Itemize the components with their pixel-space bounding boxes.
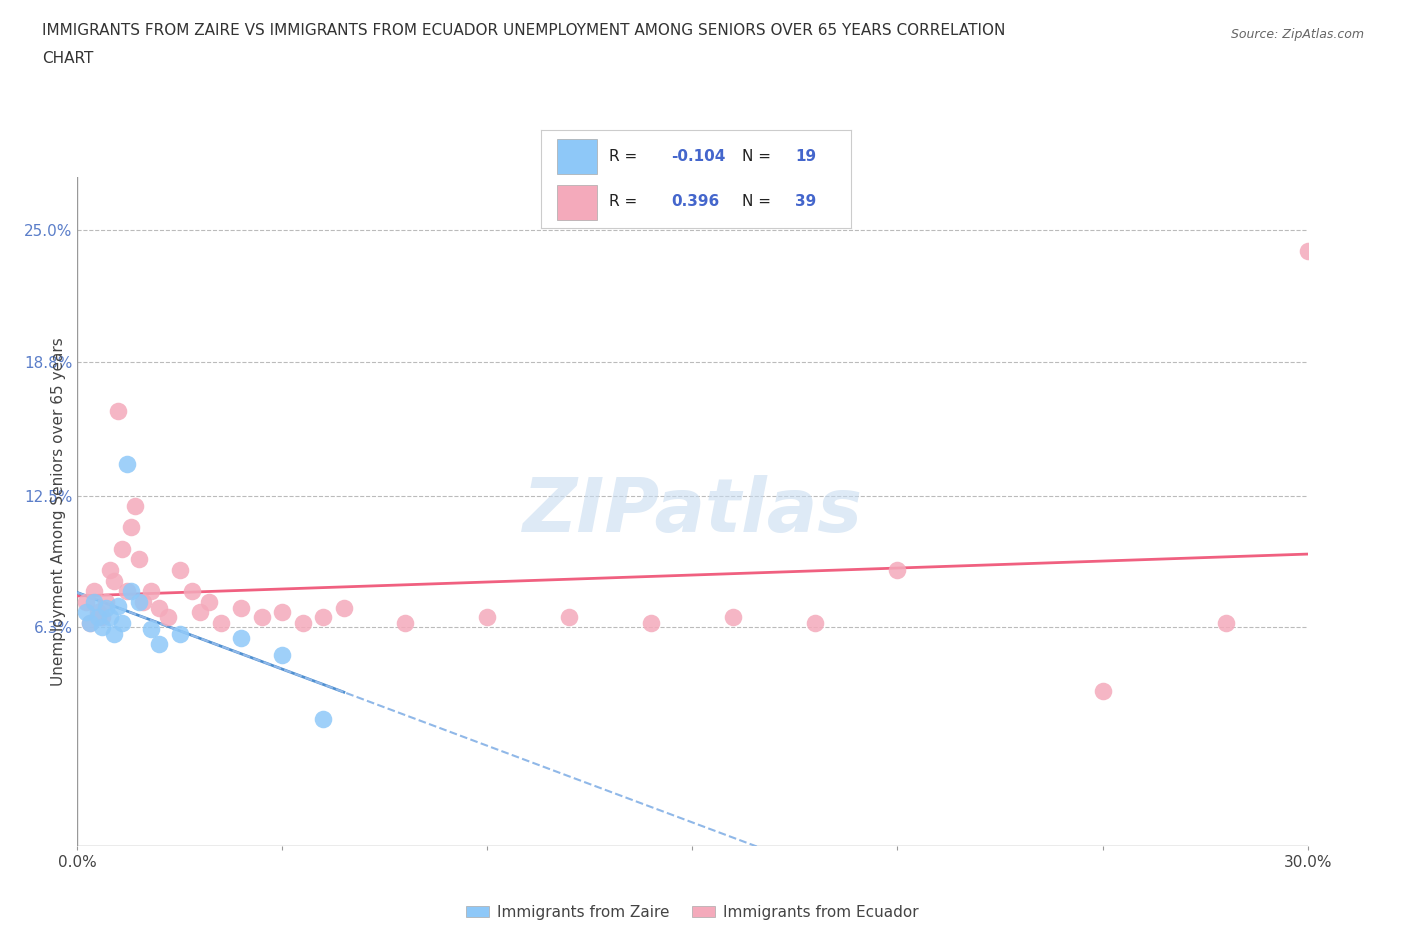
Point (394, 616, 416, 631)
Point (271, 647, 294, 662)
Legend: Immigrants from Zaire, Immigrants from Ecuador: Immigrants from Zaire, Immigrants from E… (460, 898, 925, 925)
Text: N =: N = (742, 194, 772, 209)
Text: 19: 19 (794, 149, 815, 164)
Point (83, 584, 105, 599)
Point (197, 594, 219, 609)
Point (148, 601, 170, 616)
Point (291, 616, 314, 631)
Point (128, 551, 150, 566)
Point (90, 620, 114, 635)
Point (169, 563, 191, 578)
Point (312, 609, 335, 624)
Text: -0.104: -0.104 (671, 149, 725, 164)
Point (90, 609, 114, 624)
Point (107, 599, 129, 614)
Point (75, 605, 97, 620)
Text: ZIPatlas: ZIPatlas (523, 475, 862, 548)
Point (141, 584, 163, 599)
Point (132, 594, 155, 609)
Point (75, 594, 97, 609)
Point (124, 498, 146, 513)
Point (103, 626, 125, 641)
Point (115, 584, 138, 599)
Point (98, 563, 121, 578)
Point (94, 601, 117, 616)
Point (312, 711, 335, 726)
Text: 39: 39 (794, 194, 817, 209)
Point (558, 609, 581, 624)
Text: Source: ZipAtlas.com: Source: ZipAtlas.com (1230, 28, 1364, 41)
Point (79, 616, 101, 631)
Point (111, 616, 134, 631)
Point (181, 584, 204, 599)
Bar (557, 139, 598, 174)
Point (209, 616, 232, 631)
Point (120, 520, 142, 535)
Point (103, 573, 125, 588)
Y-axis label: Unemployment Among Seniors over 65 years: Unemployment Among Seniors over 65 years (51, 338, 66, 686)
Point (156, 609, 179, 624)
Point (723, 609, 745, 624)
Point (141, 622, 163, 637)
Point (79, 616, 101, 631)
Text: R =: R = (609, 149, 637, 164)
Point (640, 616, 662, 631)
Point (169, 626, 191, 641)
Text: CHART: CHART (42, 51, 94, 66)
Point (477, 609, 499, 624)
Point (231, 631, 253, 645)
Point (188, 605, 212, 620)
Point (1296, 244, 1319, 259)
Point (250, 609, 273, 624)
Point (87, 609, 110, 624)
Point (128, 594, 150, 609)
Point (87, 605, 110, 620)
Point (271, 605, 294, 620)
Point (886, 563, 908, 578)
Point (98, 609, 121, 624)
Point (231, 601, 253, 616)
Point (148, 637, 170, 652)
Point (804, 616, 827, 631)
Text: 0.396: 0.396 (671, 194, 720, 209)
Point (107, 403, 129, 418)
Point (1215, 616, 1237, 631)
Point (115, 457, 138, 472)
Point (94, 594, 117, 609)
Point (83, 594, 105, 609)
Text: IMMIGRANTS FROM ZAIRE VS IMMIGRANTS FROM ECUADOR UNEMPLOYMENT AMONG SENIORS OVER: IMMIGRANTS FROM ZAIRE VS IMMIGRANTS FROM… (42, 23, 1005, 38)
Bar (557, 185, 598, 220)
Point (120, 584, 142, 599)
Point (1091, 684, 1114, 698)
Text: R =: R = (609, 194, 637, 209)
Text: N =: N = (742, 149, 772, 164)
Point (111, 541, 134, 556)
Point (333, 601, 356, 616)
